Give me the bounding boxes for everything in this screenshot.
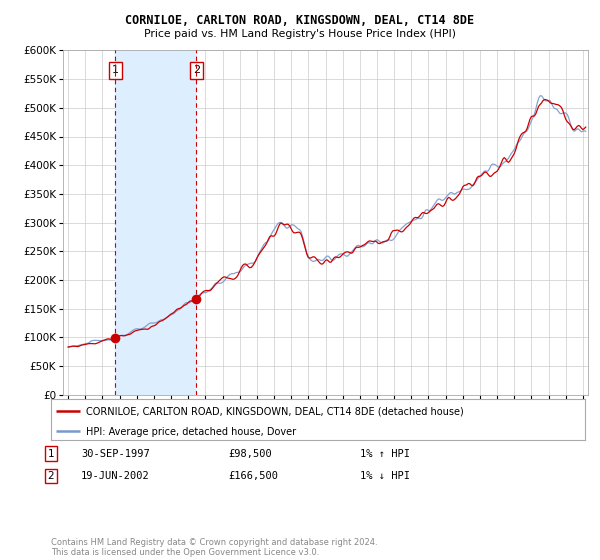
- Bar: [115, 50, 196, 395]
- Text: Contains HM Land Registry data © Crown copyright and database right 2024.
This d: Contains HM Land Registry data © Crown c…: [51, 538, 377, 557]
- Text: 1: 1: [112, 66, 119, 76]
- Text: 1: 1: [47, 449, 55, 459]
- Text: 30-SEP-1997: 30-SEP-1997: [81, 449, 150, 459]
- Text: £98,500: £98,500: [228, 449, 272, 459]
- Text: HPI: Average price, detached house, Dover: HPI: Average price, detached house, Dove…: [86, 427, 296, 437]
- Text: £166,500: £166,500: [228, 471, 278, 481]
- Text: 2: 2: [193, 66, 200, 76]
- Text: 2: 2: [47, 471, 55, 481]
- Text: Price paid vs. HM Land Registry's House Price Index (HPI): Price paid vs. HM Land Registry's House …: [144, 29, 456, 39]
- Text: 1% ↓ HPI: 1% ↓ HPI: [360, 471, 410, 481]
- Text: 1% ↑ HPI: 1% ↑ HPI: [360, 449, 410, 459]
- Text: 19-JUN-2002: 19-JUN-2002: [81, 471, 150, 481]
- Text: CORNILOE, CARLTON ROAD, KINGSDOWN, DEAL, CT14 8DE: CORNILOE, CARLTON ROAD, KINGSDOWN, DEAL,…: [125, 14, 475, 27]
- Text: CORNILOE, CARLTON ROAD, KINGSDOWN, DEAL, CT14 8DE (detached house): CORNILOE, CARLTON ROAD, KINGSDOWN, DEAL,…: [86, 407, 463, 417]
